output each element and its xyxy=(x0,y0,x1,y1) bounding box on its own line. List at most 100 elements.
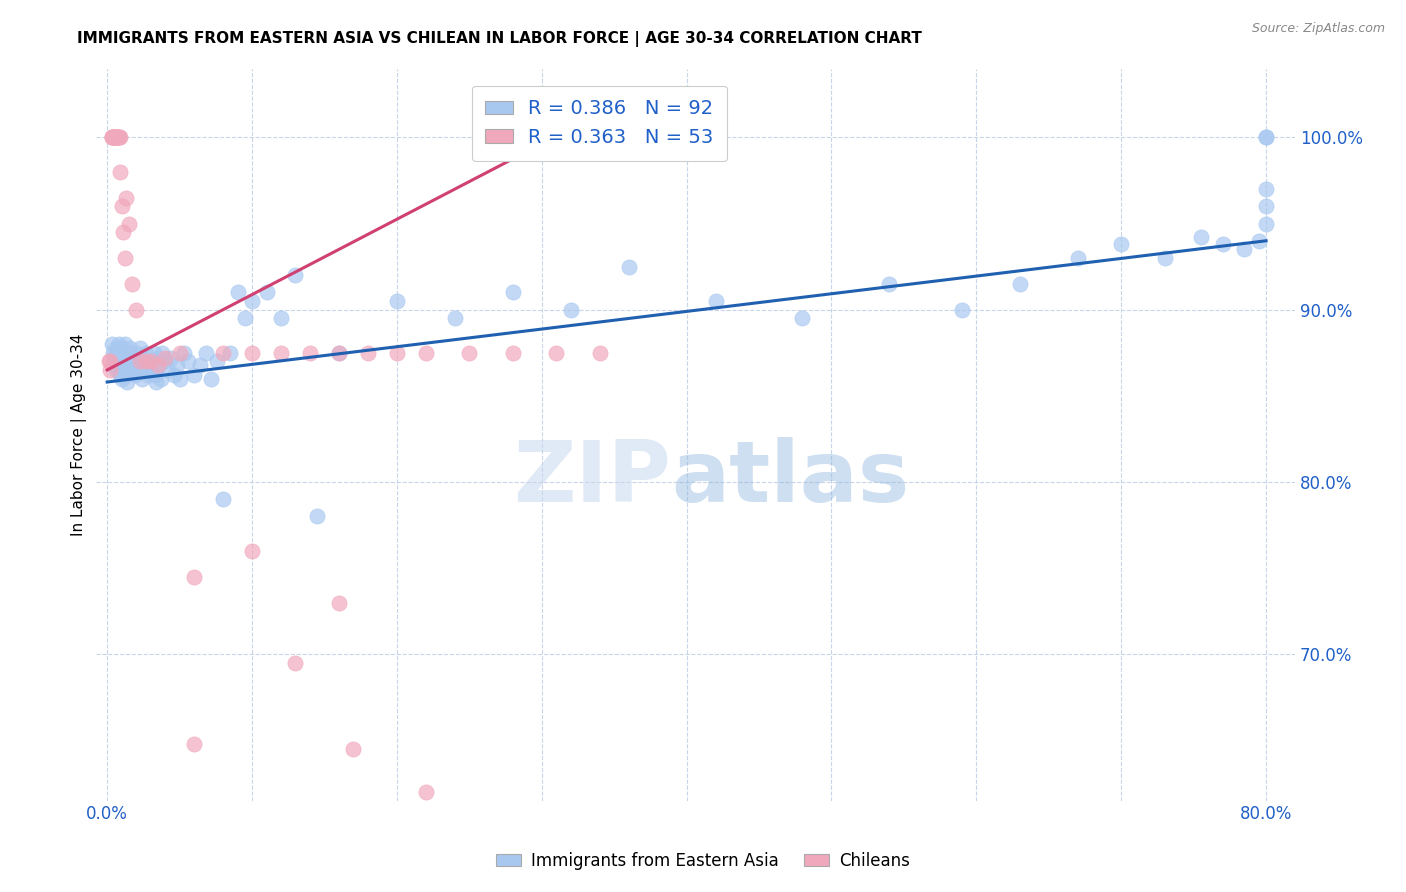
Point xyxy=(115,345,138,359)
Point xyxy=(107,337,129,351)
Point xyxy=(105,130,128,145)
Point xyxy=(104,130,127,145)
Point xyxy=(443,311,465,326)
Point xyxy=(115,191,138,205)
Point xyxy=(112,363,135,377)
Point xyxy=(139,363,162,377)
Point xyxy=(107,130,129,145)
Point xyxy=(103,358,125,372)
Point xyxy=(104,341,127,355)
Point xyxy=(100,130,122,145)
Point xyxy=(879,277,901,291)
Point xyxy=(1254,130,1277,145)
Point xyxy=(129,354,152,368)
Legend: R = 0.386   N = 92, R = 0.363   N = 53: R = 0.386 N = 92, R = 0.363 N = 53 xyxy=(472,86,727,161)
Point xyxy=(163,368,186,383)
Point xyxy=(114,358,136,372)
Point xyxy=(385,345,408,359)
Point xyxy=(240,294,263,309)
Point xyxy=(166,358,188,372)
Point xyxy=(105,354,128,368)
Point xyxy=(125,302,148,317)
Point xyxy=(546,345,568,359)
Point xyxy=(111,199,134,213)
Point xyxy=(111,371,134,385)
Point xyxy=(103,130,125,145)
Point xyxy=(135,345,157,359)
Point xyxy=(131,371,153,385)
Point xyxy=(1247,234,1270,248)
Point xyxy=(153,351,176,365)
Point xyxy=(117,375,139,389)
Point xyxy=(128,363,150,377)
Point xyxy=(156,363,179,377)
Point xyxy=(357,345,380,359)
Point xyxy=(177,354,200,368)
Point xyxy=(188,358,211,372)
Point xyxy=(101,130,124,145)
Point xyxy=(103,130,125,145)
Point xyxy=(617,260,640,274)
Text: atlas: atlas xyxy=(671,437,910,520)
Point xyxy=(117,354,139,368)
Point xyxy=(240,544,263,558)
Point xyxy=(108,165,131,179)
Point xyxy=(328,595,350,609)
Point xyxy=(98,354,121,368)
Point xyxy=(103,130,125,145)
Point xyxy=(183,570,205,584)
Point xyxy=(97,354,120,368)
Point xyxy=(1189,230,1212,244)
Point xyxy=(139,354,162,368)
Point xyxy=(121,277,143,291)
Point xyxy=(256,285,278,300)
Point xyxy=(148,358,170,372)
Point xyxy=(118,363,141,377)
Text: Source: ZipAtlas.com: Source: ZipAtlas.com xyxy=(1251,22,1385,36)
Point xyxy=(121,351,143,365)
Point xyxy=(502,345,524,359)
Point xyxy=(146,358,169,372)
Point xyxy=(415,785,437,799)
Point xyxy=(107,130,129,145)
Point xyxy=(111,354,134,368)
Point xyxy=(132,351,155,365)
Point xyxy=(105,130,128,145)
Point xyxy=(1008,277,1031,291)
Point xyxy=(1254,182,1277,196)
Point xyxy=(270,311,292,326)
Point xyxy=(270,345,292,359)
Point xyxy=(101,130,124,145)
Point xyxy=(112,345,135,359)
Point xyxy=(328,345,350,359)
Point xyxy=(233,311,256,326)
Point xyxy=(415,345,437,359)
Text: ZIP: ZIP xyxy=(513,437,671,520)
Point xyxy=(114,251,136,265)
Point xyxy=(385,294,408,309)
Point xyxy=(134,358,156,372)
Point xyxy=(107,358,129,372)
Point xyxy=(1254,130,1277,145)
Point xyxy=(1153,251,1175,265)
Point xyxy=(105,130,128,145)
Point xyxy=(103,351,125,365)
Point xyxy=(284,656,307,670)
Point xyxy=(212,492,235,507)
Point xyxy=(219,345,242,359)
Point xyxy=(207,354,229,368)
Point xyxy=(704,294,727,309)
Point xyxy=(950,302,973,317)
Point xyxy=(112,225,135,239)
Point xyxy=(169,345,191,359)
Point xyxy=(108,130,131,145)
Point xyxy=(240,345,263,359)
Point xyxy=(118,345,141,359)
Point xyxy=(1254,217,1277,231)
Point xyxy=(98,363,121,377)
Point xyxy=(138,354,160,368)
Point xyxy=(124,368,146,383)
Point xyxy=(458,345,481,359)
Point xyxy=(108,368,131,383)
Point xyxy=(560,302,582,317)
